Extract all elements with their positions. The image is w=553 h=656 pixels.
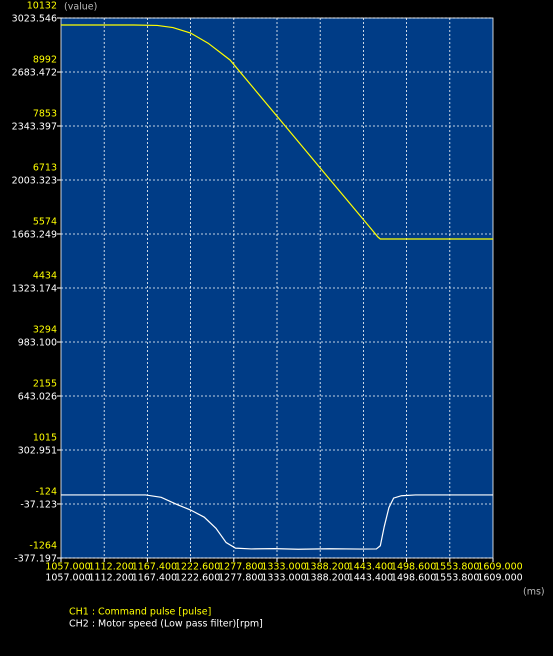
y2-tick-label: 302.951 [18, 446, 57, 457]
y-tick-label: 6713 [33, 163, 57, 174]
y-tick-label: 8992 [33, 55, 57, 66]
x2-tick-label: 1388.200 [305, 573, 350, 584]
x-tick-label: 1609.000 [477, 562, 522, 573]
x-tick-label: 1388.200 [305, 562, 350, 573]
x2-tick-label: 1277.800 [218, 573, 263, 584]
y2-tick-label: -377.197 [14, 554, 57, 565]
x2-tick-label: 1112.200 [89, 573, 134, 584]
x-tick-label: 1498.600 [391, 562, 436, 573]
y2-tick-label: -37.123 [20, 500, 57, 511]
x-axis-label: (ms) [523, 587, 545, 598]
y-tick-label: 7853 [33, 108, 57, 119]
y2-tick-label: 2683.472 [12, 67, 57, 78]
y2-tick-label: 2343.397 [12, 122, 57, 133]
y-tick-label: 2155 [33, 378, 57, 389]
x2-tick-label: 1609.000 [477, 573, 522, 584]
y2-tick-label: 3023.546 [12, 14, 57, 25]
series-line [61, 494, 493, 550]
y2-tick-label: 1663.249 [12, 229, 57, 240]
y2-tick-label: 983.100 [18, 338, 57, 349]
legend-entry: CH2 : Motor speed (Low pass filter)[rpm] [69, 619, 263, 630]
x-tick-label: 1277.800 [218, 562, 263, 573]
x-tick-label: 1057.000 [45, 562, 90, 573]
y-axis-label: (value) [64, 2, 97, 13]
x-tick-label: 1222.600 [175, 562, 220, 573]
x-tick-label: 1112.200 [89, 562, 134, 573]
y-tick-label: 3294 [33, 325, 57, 336]
y-tick-label: 5574 [33, 216, 57, 227]
y-tick-label: 10132 [27, 1, 57, 12]
y2-tick-label: 643.026 [18, 391, 57, 402]
y-tick-label: 4434 [33, 271, 57, 282]
y-tick-label: -124 [35, 486, 57, 497]
x2-tick-label: 1222.600 [175, 573, 220, 584]
series-line [61, 24, 493, 240]
x2-tick-label: 1443.400 [348, 573, 393, 584]
x2-tick-label: 1057.000 [45, 573, 90, 584]
x-tick-label: 1553.800 [434, 562, 479, 573]
x-tick-label: 1167.400 [132, 562, 177, 573]
x2-tick-label: 1553.800 [434, 573, 479, 584]
x2-tick-label: 1498.600 [391, 573, 436, 584]
y-tick-label: -1264 [29, 541, 57, 552]
y-tick-label: 1015 [33, 433, 57, 444]
y2-tick-label: 2003.323 [12, 176, 57, 187]
y2-tick-label: 1323.174 [12, 284, 57, 295]
plot-border [60, 17, 494, 559]
x2-tick-label: 1167.400 [132, 573, 177, 584]
legend-entry: CH1 : Command pulse [pulse] [69, 607, 211, 618]
x2-tick-label: 1333.000 [261, 573, 306, 584]
x-tick-label: 1443.400 [348, 562, 393, 573]
x-tick-label: 1333.000 [261, 562, 306, 573]
